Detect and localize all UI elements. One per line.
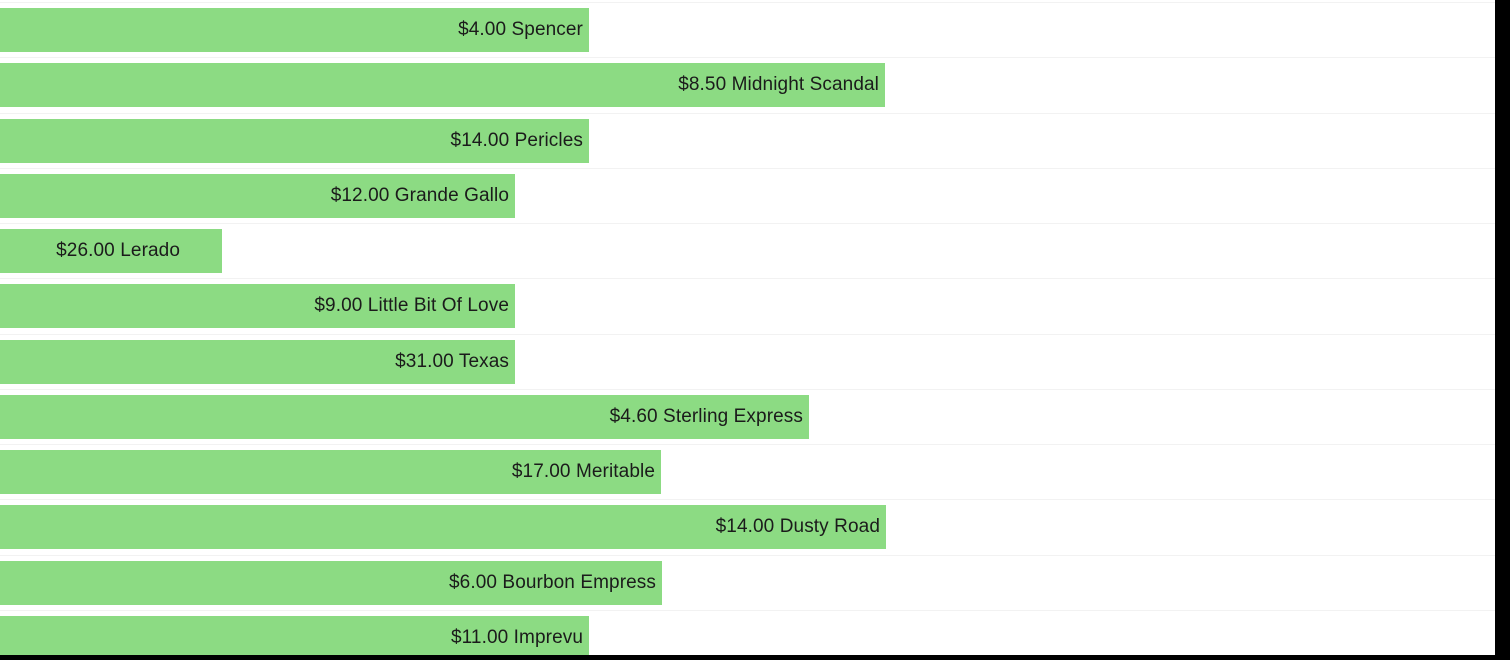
bar-little-bit-of-love[interactable]: $9.00 Little Bit Of Love [0,284,515,329]
bar-row: $4.60 Sterling Express [0,388,1495,444]
bar-label-grande-gallo: $12.00 Grande Gallo [330,184,509,206]
bar-lerado[interactable]: $26.00 Lerado [0,229,222,274]
bar-row: $12.00 Grande Gallo [0,167,1495,223]
bar-label-spencer: $4.00 Spencer [458,19,583,41]
bar-label-meritable: $17.00 Meritable [511,461,655,483]
bar-row: $14.00 Dusty Road [0,499,1495,554]
bar-label-dusty-road: $14.00 Dusty Road [715,516,880,538]
bar-label-imprevu: $11.00 Imprevu [450,626,583,648]
bar-spencer[interactable]: $4.00 Spencer [0,8,589,53]
bar-pericles[interactable]: $14.00 Pericles [0,118,589,163]
bar-row: $4.00 Spencer [0,2,1495,57]
bar-label-pericles: $14.00 Pericles [450,129,583,151]
bar-row: $17.00 Meritable [0,444,1495,499]
bar-row: $9.00 Little Bit Of Love [0,278,1495,333]
bar-row: $8.50 Midnight Scandal [0,57,1495,112]
bar-sterling-express[interactable]: $4.60 Sterling Express [0,394,809,439]
bar-row: $6.00 Bourbon Empress [0,554,1495,610]
bar-grande-gallo[interactable]: $12.00 Grande Gallo [0,173,515,218]
bar-meritable[interactable]: $17.00 Meritable [0,450,661,495]
bar-texas[interactable]: $31.00 Texas [0,339,515,384]
bar-row: $31.00 Texas [0,333,1495,389]
bar-row: $14.00 Pericles [0,112,1495,168]
bar-label-lerado: $26.00 Lerado [56,240,180,262]
bar-midnight-scandal[interactable]: $8.50 Midnight Scandal [0,63,885,108]
bar-dusty-road[interactable]: $14.00 Dusty Road [0,505,886,550]
bar-label-midnight-scandal: $8.50 Midnight Scandal [678,74,879,96]
bar-row: $26.00 Lerado [0,223,1495,278]
bar-imprevu[interactable]: $11.00 Imprevu [0,615,589,655]
bar-label-texas: $31.00 Texas [395,350,509,372]
bar-row: $11.00 Imprevu [0,609,1495,655]
bar-label-bourbon-empress: $6.00 Bourbon Empress [449,571,656,593]
bar-label-little-bit-of-love: $9.00 Little Bit Of Love [314,295,509,317]
bar-label-sterling-express: $4.60 Sterling Express [609,405,803,427]
bar-bourbon-empress[interactable]: $6.00 Bourbon Empress [0,560,662,605]
